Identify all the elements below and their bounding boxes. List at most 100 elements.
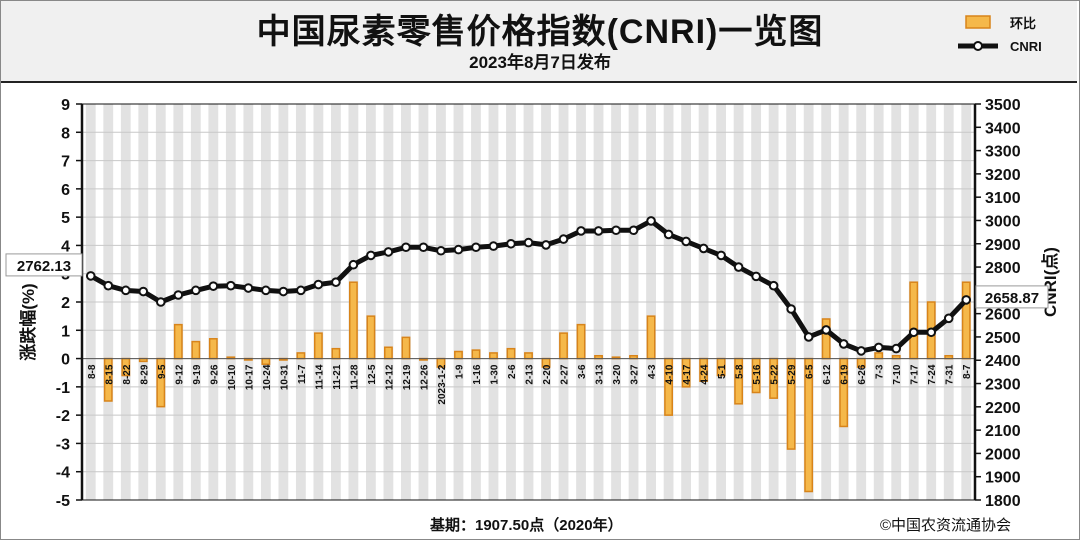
legend-line-label: CNRI <box>1010 39 1042 54</box>
bar-1-16 <box>471 349 481 360</box>
bar-9-19 <box>191 340 201 360</box>
cnri-point-3-20 <box>611 225 621 236</box>
x-tick-label: 11-21 <box>332 364 343 389</box>
legend-bar-label: 环比 <box>1010 16 1036 31</box>
cnri-point-10-10 <box>226 280 236 291</box>
y2-tick-label: 1900 <box>985 470 1021 487</box>
y2-tick-label: 3500 <box>985 97 1021 114</box>
y2-tick-label: 2100 <box>985 423 1021 440</box>
y2-tick-label: 3000 <box>985 213 1021 230</box>
x-tick-label: 3-20 <box>612 364 623 384</box>
bar-1-9 <box>454 350 463 360</box>
bar-7-17 <box>909 281 919 360</box>
first-value-box <box>5 253 83 277</box>
cnri-point-8-22 <box>120 285 131 296</box>
bar-9-26 <box>208 338 218 360</box>
cnri-point-10-17 <box>243 283 254 293</box>
bar-3-6 <box>576 323 586 360</box>
bar-7-3 <box>874 352 884 360</box>
cnri-point-1-16 <box>471 242 481 253</box>
x-tick-label: 3-13 <box>595 364 606 384</box>
bar-4-3 <box>646 315 656 360</box>
cnri-point-9-26 <box>208 281 219 291</box>
y2-tick-label: 3200 <box>985 167 1021 184</box>
y2-tick-label: 2300 <box>985 377 1021 394</box>
y2-tick-label: 2400 <box>985 353 1021 370</box>
cnri-point-6-26 <box>856 346 866 356</box>
cnri-point-12-5 <box>366 250 376 261</box>
x-tick-label: 9-19 <box>192 364 203 384</box>
x-tick-label: 6-19 <box>840 364 851 384</box>
x-tick-label: 6-26 <box>857 364 868 384</box>
bar-12-12 <box>383 346 393 360</box>
x-tick-label: 12-5 <box>367 364 378 384</box>
cnri-point-12-19 <box>401 242 411 253</box>
bar-9-12 <box>173 323 183 360</box>
title-bar <box>1 1 1077 83</box>
x-tick-label: 7-3 <box>875 364 886 379</box>
bar-11-7 <box>296 352 306 360</box>
x-tick-label: 4-17 <box>682 364 693 384</box>
x-tick-label: 4-3 <box>647 364 658 379</box>
cnri-point-2023-1-2 <box>436 245 446 256</box>
x-tick-label: 12-12 <box>384 364 395 390</box>
cnri-point-9-12 <box>173 290 184 300</box>
x-tick-label: 7-17 <box>910 364 921 384</box>
cnri-point-7-24 <box>926 327 937 338</box>
x-tick-label: 9-12 <box>174 364 185 384</box>
y-axis-title: 涨跌幅(%) <box>18 283 38 360</box>
x-tick-label: 8-7 <box>962 364 973 379</box>
cnri-point-10-24 <box>261 285 271 296</box>
cnri-point-2-6 <box>506 238 516 249</box>
cnri-point-4-10 <box>663 229 674 240</box>
cnri-point-7-10 <box>891 343 902 354</box>
bar-1-30 <box>489 352 498 360</box>
cnri-point-6-5 <box>803 332 814 342</box>
cnri-point-8-7 <box>961 295 972 305</box>
x-tick-label: 7-31 <box>945 364 956 384</box>
y2-tick-label: 2200 <box>985 400 1021 417</box>
cnri-point-5-8 <box>733 262 744 272</box>
x-tick-label: 3-6 <box>577 364 588 379</box>
first-value-label: 2762.13 <box>17 258 71 275</box>
cnri-point-2-13 <box>523 237 534 248</box>
x-tick-label: 8-15 <box>104 364 115 384</box>
cnri-point-11-21 <box>331 277 341 288</box>
legend: 环比 CNRI <box>958 15 1042 54</box>
bar-2-6 <box>506 347 516 360</box>
last-value-box <box>975 285 1049 309</box>
x-tick-label: 8-8 <box>87 364 98 379</box>
cnri-point-8-15 <box>103 280 114 291</box>
y-tick-label: 7 <box>61 154 70 171</box>
y-tick-label: 0 <box>61 352 70 369</box>
x-tick-label: 10-17 <box>244 364 255 390</box>
x-tick-label: 10-31 <box>279 364 290 390</box>
bar-10-24 <box>261 357 271 365</box>
y-tick-label: 8 <box>61 125 70 142</box>
x-tick-label: 1-16 <box>472 364 483 384</box>
cnri-point-7-3 <box>873 342 884 353</box>
cnri-point-11-14 <box>313 279 324 290</box>
x-tick-label: 4-24 <box>700 364 711 384</box>
bar-6-12 <box>821 318 831 360</box>
y2-tick-label: 1800 <box>985 493 1021 510</box>
y2-tick-label: 2800 <box>985 260 1021 277</box>
cnri-point-12-12 <box>383 247 394 257</box>
legend-line-marker <box>973 41 983 51</box>
cnri-point-5-22 <box>768 280 779 291</box>
y-tick-label: 9 <box>61 97 70 114</box>
base-period-note: 基期：1907.50点（2020年） <box>430 517 623 534</box>
x-tick-label: 5-16 <box>752 364 763 384</box>
cnri-point-7-31 <box>943 313 954 324</box>
cnri-point-8-29 <box>138 286 149 297</box>
last-value-label: 2658.87 <box>985 290 1039 307</box>
x-tick-label: 5-1 <box>717 364 728 379</box>
x-tick-label: 8-29 <box>139 364 150 384</box>
x-tick-label: 7-24 <box>927 364 938 384</box>
x-tick-label: 9-26 <box>209 364 220 384</box>
x-tick-label: 2-6 <box>507 364 518 379</box>
cnri-point-5-16 <box>751 271 761 282</box>
bar-2-13 <box>524 352 533 360</box>
x-tick-label: 10-24 <box>262 364 273 390</box>
cnri-point-12-26 <box>418 242 429 253</box>
